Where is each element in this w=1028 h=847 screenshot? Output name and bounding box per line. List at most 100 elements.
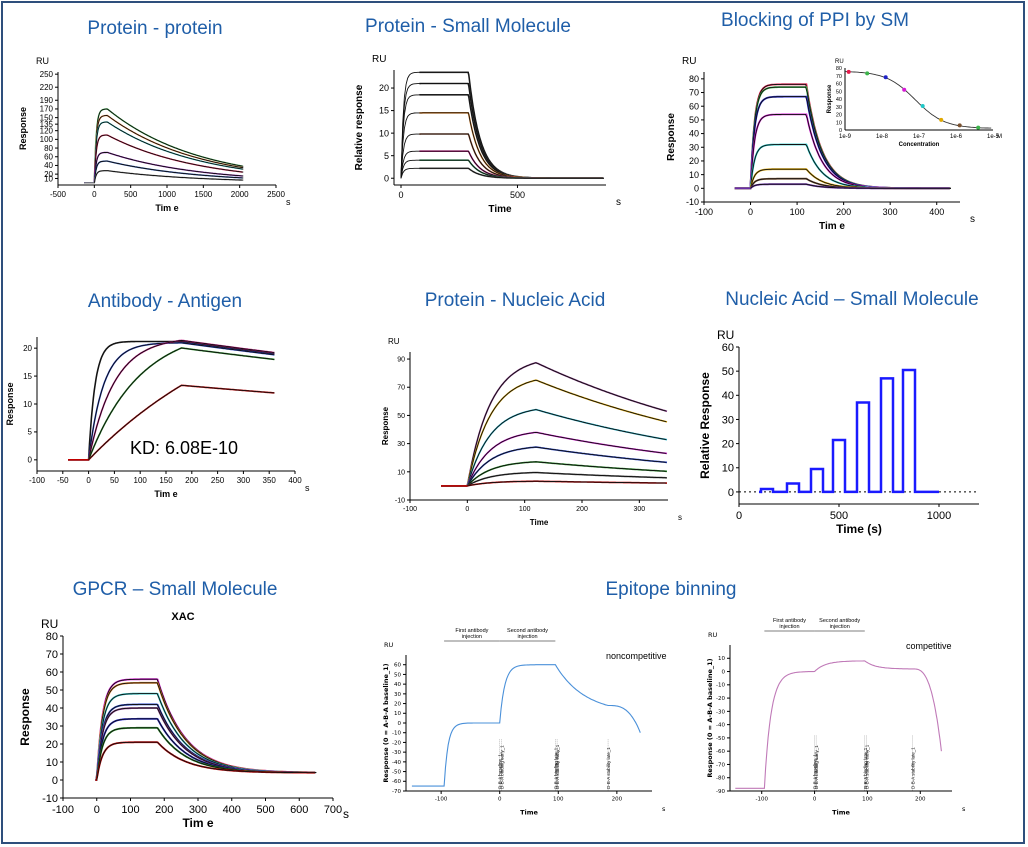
x-axis-label: Tim e [819, 221, 845, 232]
inset-x-label: Concentration [899, 142, 940, 148]
x-axis-label: Time [832, 809, 850, 817]
y-tick-label: 30 [46, 721, 58, 733]
x-tick-label: -100 [29, 476, 46, 485]
x-unit-label: s [970, 214, 975, 225]
y-tick-label: 40 [46, 703, 58, 715]
y-tick-label: 0 [52, 775, 58, 787]
y-unit-label: RU [372, 54, 386, 65]
event-label: D-B-A stability late_1 [606, 747, 611, 789]
x-tick-label: 0 [736, 510, 742, 522]
chart-nucleic-acid-small-molecule: Nucleic Acid – Small Molecule 0 500 1000 0 1… [698, 289, 979, 536]
y-tick-label: -10 [395, 497, 405, 504]
chart-blocking-ppi: Blocking of PPI by SM -100 0 100 200 300 400-… [666, 10, 1002, 232]
chart-title: Protein - protein [87, 18, 222, 39]
data-series-line [758, 368, 939, 494]
y-tick-label: 90 [397, 356, 405, 363]
y-tick-label: 40 [44, 161, 53, 170]
y-tick-label: 20 [379, 83, 389, 93]
x-unit-label: s [678, 513, 682, 522]
fit-curve [93, 151, 244, 183]
y-tick-label: 15 [23, 372, 32, 381]
inset-x-tick-label: 1e-5 [987, 134, 1000, 140]
y-tick-label: -10 [392, 731, 401, 737]
y-tick-label: 80 [689, 74, 699, 84]
event-label: D-B-A stability early_1 [555, 744, 560, 789]
inset-y-tick-label: 10 [836, 120, 842, 126]
x-tick-label: 0 [92, 190, 97, 199]
y-axis-label: Response (0 = A-B-A baseline_1) [382, 663, 390, 782]
x-axis-label: Tim e [155, 203, 178, 213]
x-tick-label: 0 [498, 797, 502, 803]
y-tick-label: 15 [379, 106, 389, 116]
y-axis-label: Relative Response [698, 372, 712, 479]
y-tick-label: 60 [44, 153, 53, 162]
y-tick-label: 170 [40, 105, 54, 114]
y-tick-label: 10 [46, 757, 58, 769]
y-tick-label: -10 [686, 197, 699, 207]
bracket-label: injection [779, 624, 799, 630]
x-axis-label: Tim e [182, 816, 213, 830]
chart-epitope-binning: Epitope binning -100 0 100 200-70-60-50-40-… [382, 579, 966, 817]
chart-title: Antibody - Antigen [88, 291, 242, 312]
x-unit-label: s [305, 483, 310, 493]
fit-curve [466, 431, 667, 487]
y-tick-label: 20 [722, 438, 734, 450]
kd-annotation: KD: 6.08E-10 [130, 438, 238, 458]
data-series-line [419, 82, 603, 179]
y-tick-label: 10 [394, 711, 401, 717]
y-unit-label: RU [41, 617, 58, 631]
x-unit-label: s [616, 197, 621, 208]
bracket-label: First antibody [455, 628, 488, 634]
y-tick-label: 0 [398, 721, 402, 727]
y-tick-label: 0 [694, 183, 699, 193]
y-tick-label: 50 [397, 413, 405, 420]
fit-curve [466, 379, 667, 486]
y-tick-label: -40 [392, 760, 401, 766]
y-tick-label: 30 [394, 692, 401, 698]
fit-curve [93, 121, 244, 183]
inset-y-unit: RU [835, 59, 844, 65]
y-tick-label: 40 [394, 682, 401, 688]
y-tick-label: 60 [689, 101, 699, 111]
inset-data-point [939, 117, 944, 122]
x-tick-label: -50 [57, 476, 69, 485]
fit-curve [400, 83, 604, 179]
x-tick-label: -100 [695, 207, 713, 217]
y-tick-label: 30 [722, 414, 734, 426]
y-axis-label: Response [18, 688, 32, 746]
inset-x-tick-label: 1e-6 [950, 134, 963, 140]
inset-data-point [883, 75, 888, 80]
bracket-label: injection [462, 634, 482, 640]
y-tick-label: -50 [392, 769, 401, 775]
y-tick-label: -20 [392, 740, 401, 746]
y-tick-label: 20 [689, 156, 699, 166]
y-tick-label: 70 [46, 649, 58, 661]
inset-data-point [976, 125, 981, 130]
y-tick-label: 20 [394, 701, 401, 707]
bracket-label: injection [830, 624, 850, 630]
fit-curve [88, 347, 275, 460]
data-series-line [419, 150, 603, 179]
x-tick-label: 100 [862, 797, 873, 803]
fit-curve [93, 134, 244, 183]
y-tick-label: -40 [716, 723, 725, 729]
y-tick-label: -60 [716, 749, 725, 755]
epitope-curve [411, 664, 641, 787]
x-tick-label: 200 [836, 207, 851, 217]
y-tick-label: -80 [716, 776, 725, 782]
x-axis-label: Time (s) [836, 522, 882, 536]
y-tick-label: 30 [397, 441, 405, 448]
x-tick-label: 2500 [267, 190, 285, 199]
chart-title: Protein - Nucleic Acid [425, 290, 606, 311]
fit-curve [400, 167, 604, 179]
inset-x-tick-label: 1e-9 [839, 134, 852, 140]
event-label: D-B-A binding early_1 [499, 745, 504, 789]
x-tick-label: -100 [755, 797, 768, 803]
fit-curve [88, 384, 275, 461]
chart-title: GPCR – Small Molecule [73, 579, 278, 600]
y-unit-label: RU [36, 56, 49, 66]
event-label: D-B-A baseline_1 [813, 753, 818, 789]
x-unit-label: s [962, 805, 966, 813]
y-tick-label: 50 [394, 672, 401, 678]
